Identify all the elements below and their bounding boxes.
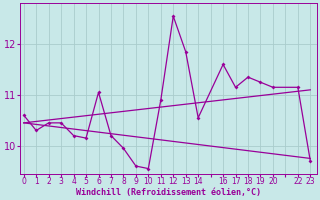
X-axis label: Windchill (Refroidissement éolien,°C): Windchill (Refroidissement éolien,°C) (76, 188, 261, 197)
